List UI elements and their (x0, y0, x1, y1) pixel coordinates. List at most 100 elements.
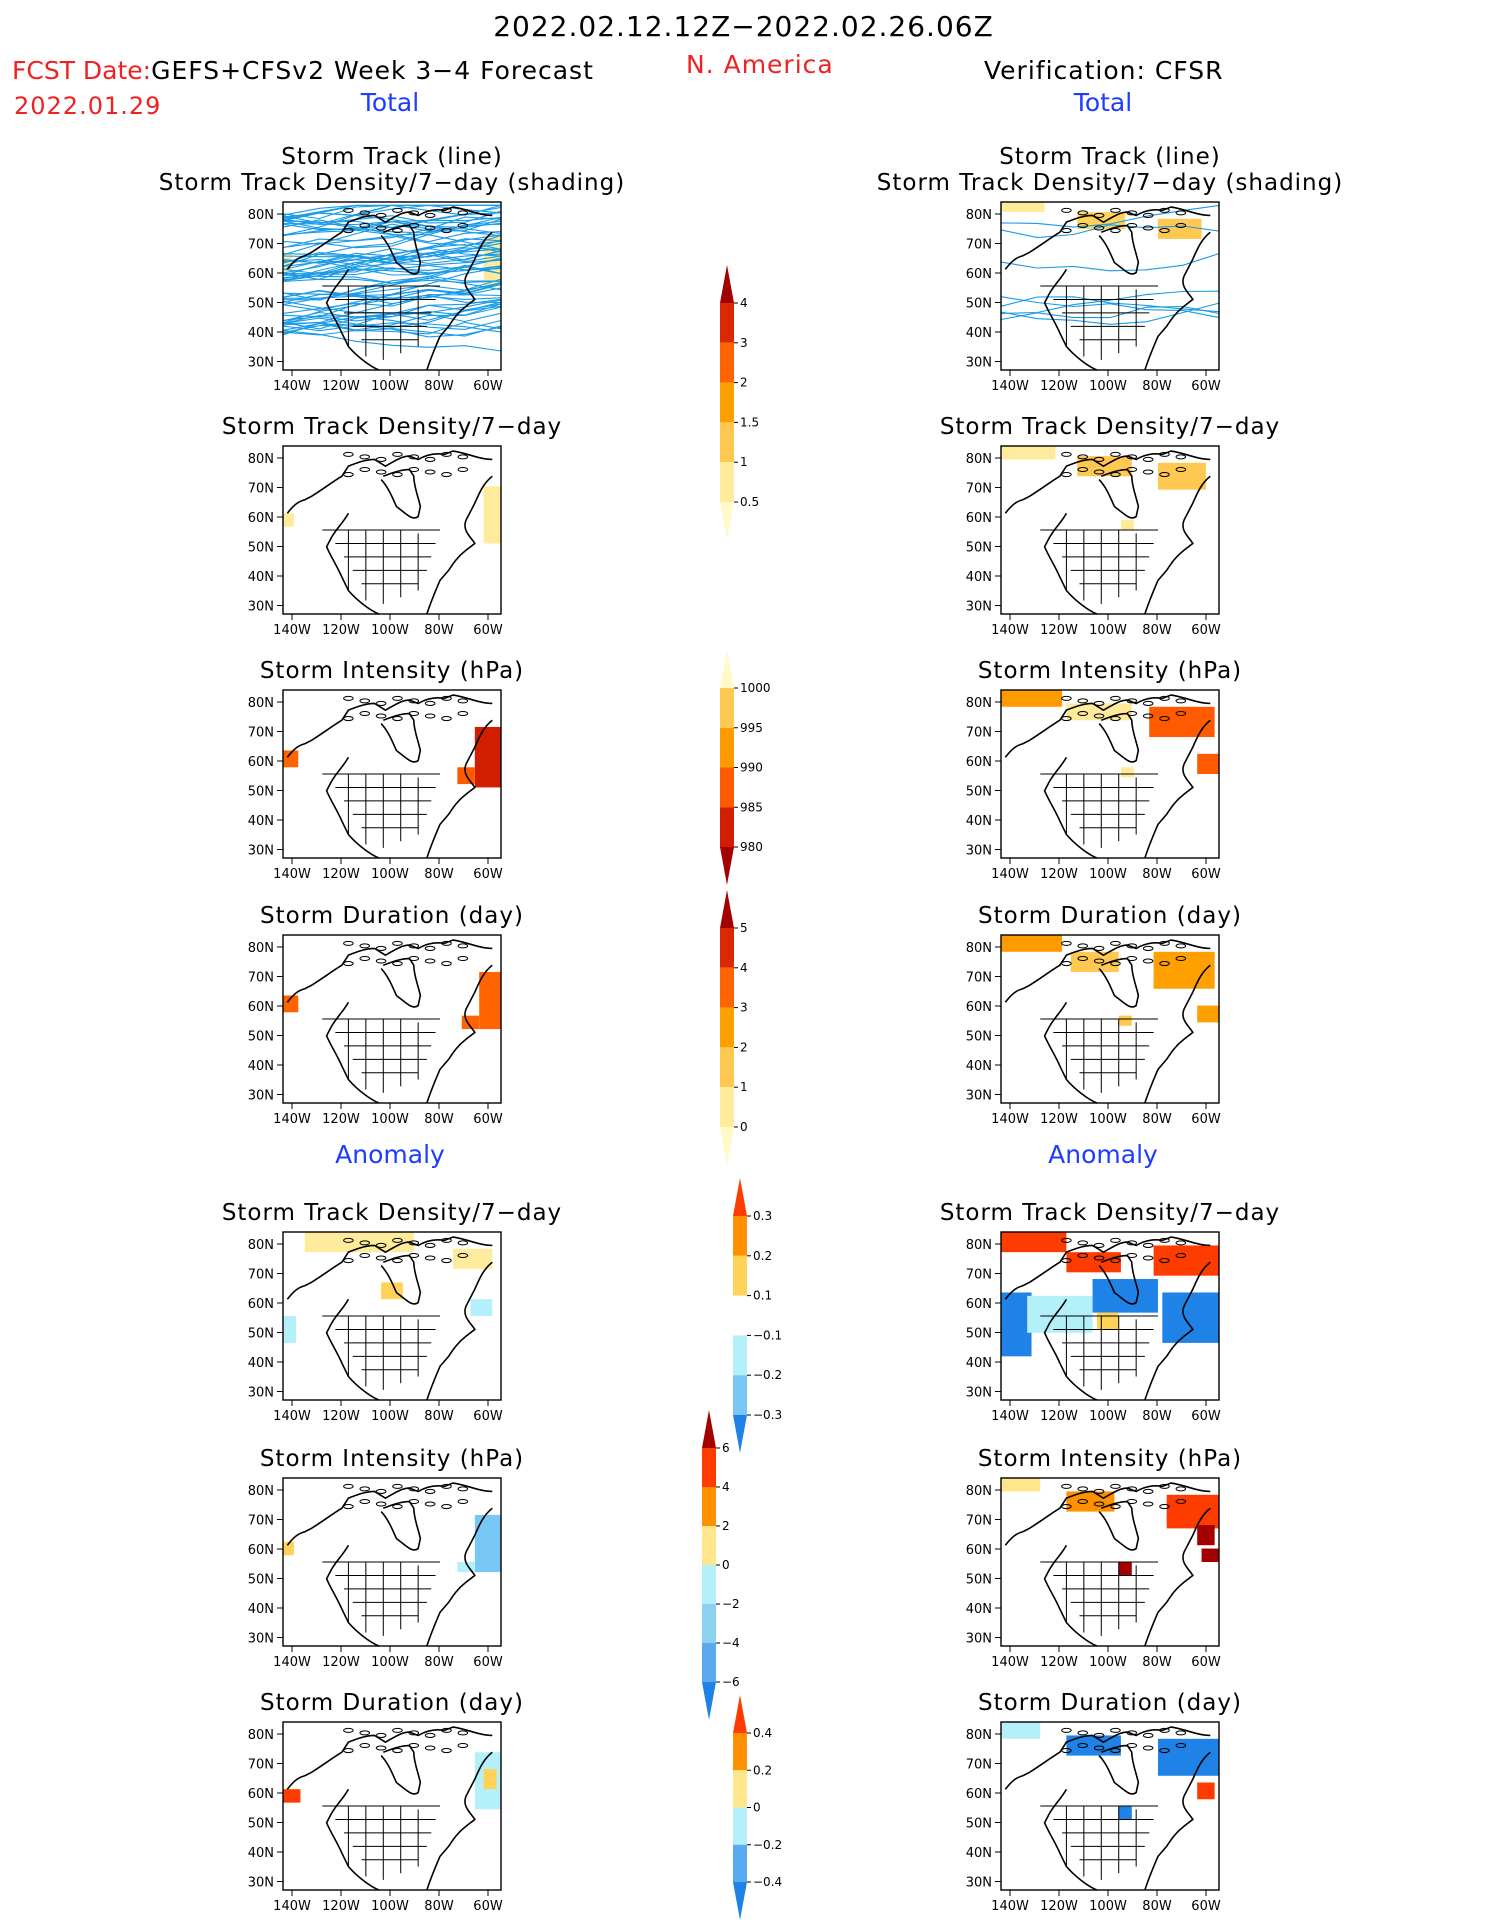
colorbar-label: 0 (740, 1120, 748, 1134)
lat-tick-label: 50N (248, 1573, 274, 1588)
lat-tick-label: 60N (248, 1787, 274, 1802)
lat-tick-label: 50N (248, 297, 274, 312)
lat-tick-label: 70N (966, 726, 992, 741)
storm-track-line (282, 216, 502, 236)
lon-tick-label: 80W (1142, 623, 1172, 638)
storm-track-line (1000, 224, 1220, 239)
colorbar-swatch (702, 1604, 716, 1643)
lat-tick-label: 50N (966, 1030, 992, 1045)
lon-tick-label: 80W (424, 623, 454, 638)
colorbar-label: 3 (740, 336, 748, 350)
coastline (1005, 940, 1210, 1103)
storm-track-line (282, 266, 502, 324)
coastline (287, 940, 492, 1103)
lon-tick-label: 100W (371, 623, 409, 638)
storm-track-line (282, 210, 502, 224)
coastline (287, 207, 492, 370)
lat-tick-label: 80N (248, 208, 274, 223)
lat-tick-label: 30N (248, 1876, 274, 1891)
lat-tick-label: 70N (248, 726, 274, 741)
lat-tick-label: 30N (248, 1386, 274, 1401)
lat-tick-label: 70N (966, 1758, 992, 1773)
colorbar-swatch (720, 688, 734, 728)
lon-tick-label: 100W (371, 379, 409, 394)
storm-track-line (282, 301, 502, 328)
panel-title: Storm Track Density/7−day (940, 414, 1280, 440)
lon-tick-label: 140W (273, 1655, 311, 1670)
lat-tick-label: 70N (966, 1268, 992, 1283)
lat-tick-label: 70N (966, 238, 992, 253)
frame-border (282, 1231, 502, 1401)
fcst-date-label: FCST Date:GEFS+CFSv2 Week 3−4 Forecast (12, 56, 594, 85)
lon-tick-label: 140W (991, 867, 1029, 882)
lat-tick-label: 30N (966, 356, 992, 371)
lon-tick-label: 120W (1040, 1899, 1078, 1914)
colorbar-label: 0.1 (753, 1289, 772, 1303)
lon-tick-label: 120W (322, 867, 360, 882)
colorbar-label: 1 (740, 455, 748, 469)
lat-tick-label: 80N (966, 1484, 992, 1499)
coastline (1005, 207, 1210, 370)
lat-tick-label: 50N (966, 1327, 992, 1342)
lon-tick-label: 120W (322, 623, 360, 638)
lon-tick-label: 60W (473, 1409, 503, 1424)
lat-tick-label: 30N (966, 1089, 992, 1104)
colorbar-top-arrow (720, 265, 734, 303)
shading-cell (1153, 1245, 1219, 1276)
lon-tick-label: 100W (371, 1655, 409, 1670)
shading-cell (483, 486, 501, 544)
colorbar-label: −0.1 (753, 1328, 782, 1342)
colorbar-swatch (733, 1255, 747, 1296)
colorbar-label: 0 (722, 1558, 730, 1572)
lat-tick-label: 70N (248, 1268, 274, 1283)
fcst-date: 2022.01.29 (14, 92, 162, 120)
lon-tick-label: 140W (991, 379, 1029, 394)
verification-label: Verification: CFSR (984, 56, 1224, 85)
shading-cell (1201, 1548, 1219, 1562)
shading-cell (283, 1541, 294, 1556)
panel-title: Storm Intensity (hPa) (978, 1446, 1242, 1472)
panel-title: Storm Track Density/7−day (222, 414, 562, 440)
fcst-label: FCST Date: (12, 56, 152, 85)
lat-tick-label: 40N (966, 1059, 992, 1074)
lat-tick-label: 80N (966, 941, 992, 956)
lat-tick-label: 70N (248, 971, 274, 986)
panel-title: Storm Track Density/7−day (222, 1200, 562, 1226)
lat-tick-label: 40N (248, 326, 274, 341)
panel-title: Storm Duration (day) (260, 1690, 524, 1716)
shading-cell (1118, 1806, 1132, 1820)
map-panel-q6: 80N 70N 60N 50N 40N 30N 140W 120W 100W 80W 60W (966, 1722, 1221, 1914)
storm-track-line (282, 287, 502, 314)
map-panel-q4: 80N 70N 60N 50N 40N 30N 140W 120W 100W 80W 60W (966, 1232, 1221, 1424)
colorbar-top-arrow (733, 1695, 747, 1733)
colorbar-label: 0.2 (753, 1249, 772, 1263)
colorbar-swatch (720, 807, 734, 847)
storm-track-line (282, 223, 502, 234)
shading-cell (1120, 767, 1134, 778)
region-label: N. America (686, 50, 834, 79)
lon-tick-label: 140W (991, 1112, 1029, 1127)
lat-tick-label: 40N (966, 570, 992, 585)
lon-tick-label: 120W (322, 1899, 360, 1914)
map-panel-p2: 80N 70N 60N 50N 40N 30N 140W 120W 100W 80W 60W (248, 690, 503, 882)
shading-cell (1197, 753, 1219, 774)
colorbar-top-arrow (720, 650, 734, 688)
panel-subtitle: Storm Track Density/7−day (shading) (159, 170, 625, 196)
lat-tick-label: 60N (248, 511, 274, 526)
frame-border (1000, 1477, 1220, 1647)
storm-track-line (282, 204, 501, 218)
colorbar-label: 3 (740, 1001, 748, 1015)
storm-track-line (282, 321, 502, 336)
lon-tick-label: 60W (1191, 379, 1221, 394)
shading-cell (1120, 519, 1134, 530)
lon-tick-label: 140W (991, 1409, 1029, 1424)
frame-border (1000, 1721, 1220, 1891)
coastline (287, 451, 492, 614)
storm-track-line (282, 220, 502, 249)
left-total-label: Total (360, 88, 420, 117)
colorbar-label: 0 (753, 1801, 761, 1815)
lon-tick-label: 140W (991, 1899, 1029, 1914)
lat-tick-label: 50N (966, 1573, 992, 1588)
shading-cell (283, 513, 294, 527)
colorbar-swatch (720, 382, 734, 423)
